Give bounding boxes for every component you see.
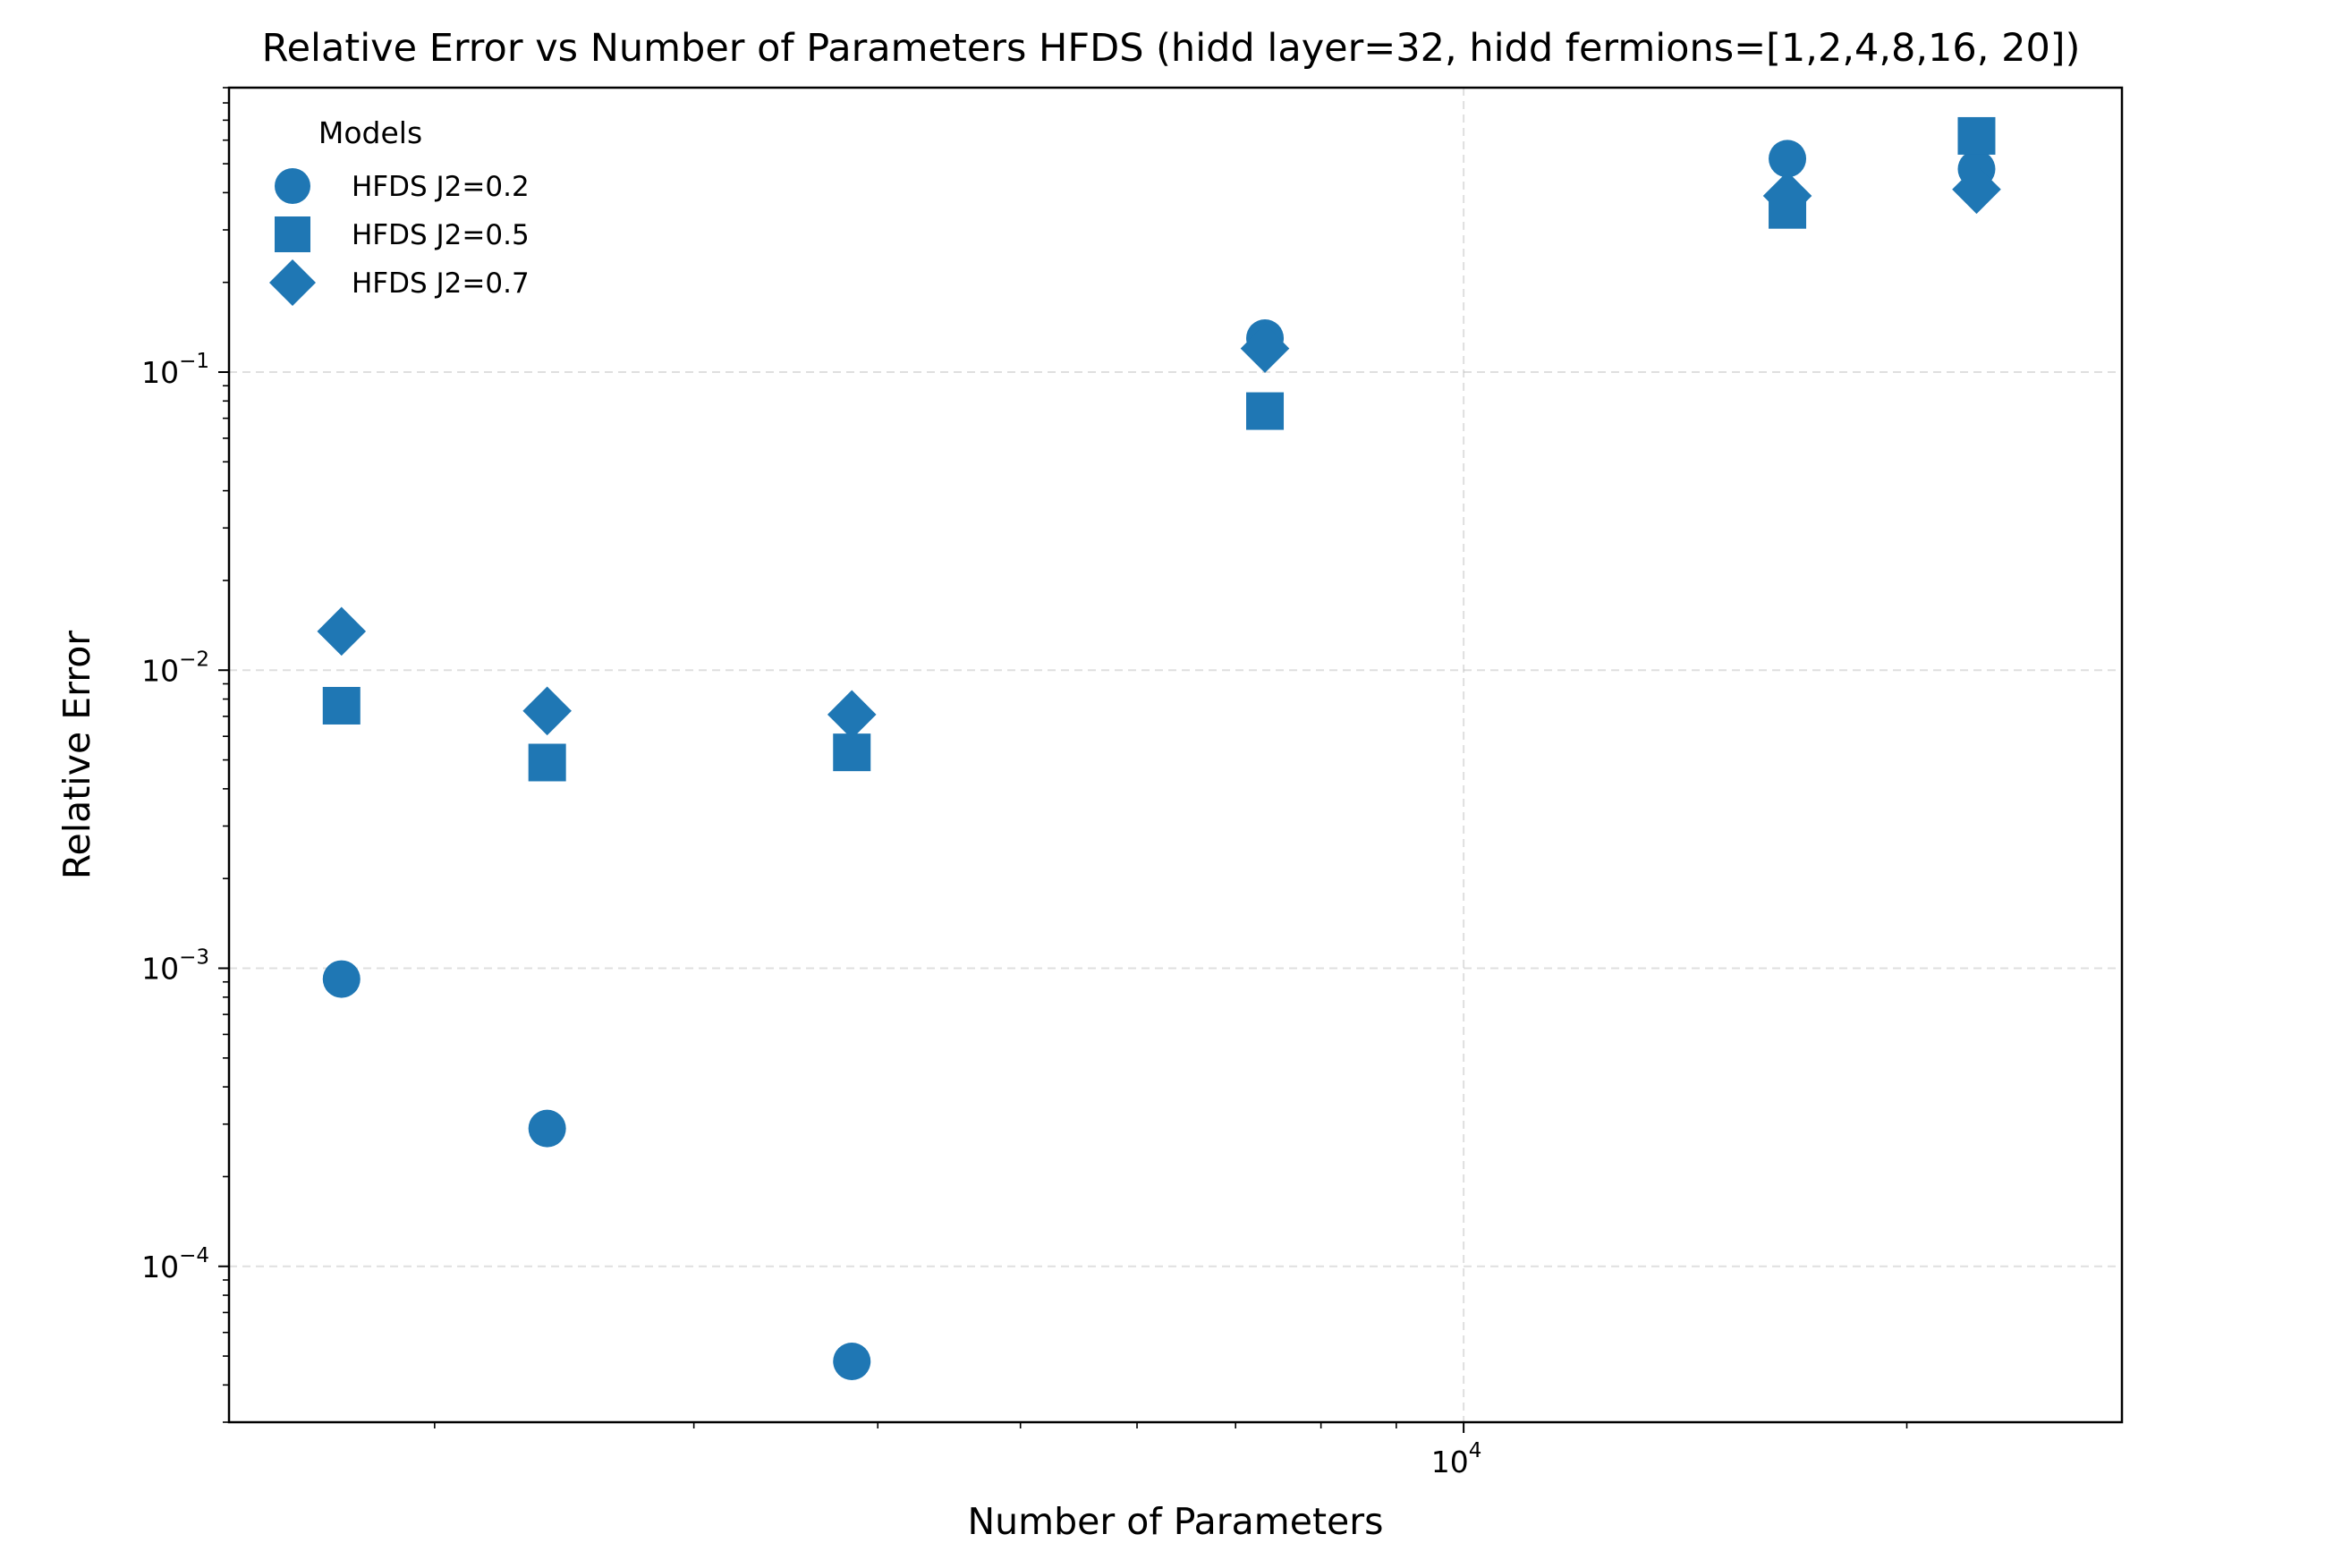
data-point-diamond [317, 606, 367, 657]
y-tick-label: 10−4 [141, 1244, 209, 1284]
data-point-diamond [522, 686, 572, 736]
legend-marker-square [275, 216, 310, 252]
y-tick-label: 10−2 [141, 648, 209, 688]
legend-item: HFDS J2=0.2 [275, 168, 530, 204]
data-point-circle [833, 1342, 871, 1380]
legend-title: Models [318, 115, 422, 150]
y-tick-label: 10−3 [141, 946, 209, 987]
y-tick-label: 10−1 [141, 350, 209, 390]
data-point-diamond [827, 690, 877, 740]
series-diamond [317, 165, 2001, 740]
data-point-square [1246, 392, 1285, 430]
data-point-diamond [1762, 171, 1812, 221]
x-axis-label: Number of Parameters [968, 1500, 1384, 1543]
x-tick-label: 104 [1431, 1439, 1482, 1479]
legend: Models HFDS J2=0.2 HFDS J2=0.5 HFDS J2=0.7 [269, 115, 530, 306]
data-point-diamond [1952, 165, 2001, 215]
legend-label: HFDS J2=0.5 [352, 219, 530, 251]
data-point-circle [528, 1109, 566, 1148]
data-point-square [1957, 116, 1996, 155]
data-point-square [528, 743, 566, 782]
legend-item: HFDS J2=0.5 [275, 216, 530, 252]
y-axis-label: Relative Error [55, 631, 98, 879]
legend-marker-diamond [269, 259, 316, 306]
grid [229, 88, 2122, 1422]
legend-label: HFDS J2=0.7 [352, 267, 530, 300]
data-point-square [833, 733, 871, 772]
legend-label: HFDS J2=0.2 [352, 171, 530, 203]
data-point-circle [1769, 140, 1807, 178]
data-point-circle [322, 960, 361, 998]
data-point-diamond [1240, 324, 1290, 373]
series-square [322, 116, 1996, 782]
series-circle [322, 140, 1996, 1380]
legend-marker-circle [275, 168, 310, 204]
data-point-square [322, 686, 361, 725]
data-points [317, 116, 2001, 1380]
legend-item: HFDS J2=0.7 [269, 259, 530, 306]
plot-frame [227, 86, 2124, 1424]
axis-ticks: 10−4 10−3 10−2 10−1 104 [141, 87, 1908, 1479]
chart-title: Relative Error vs Number of Parameters H… [262, 26, 2081, 71]
